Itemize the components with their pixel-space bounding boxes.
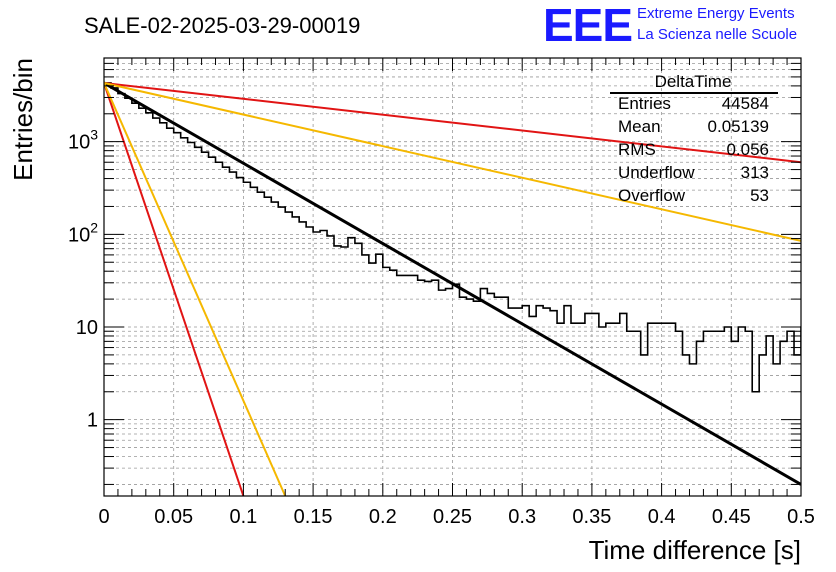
fit-line — [104, 81, 801, 486]
x-tick-label: 0.3 — [508, 506, 536, 528]
x-tick-label: 0.2 — [369, 506, 397, 528]
y-tick-exponent: 2 — [90, 219, 98, 235]
eee-logo-line2: La Scienza nelle Scuole — [637, 26, 797, 43]
x-tick-label: 0.45 — [712, 506, 751, 528]
histogram-line — [104, 82, 801, 393]
series-layer — [104, 81, 801, 496]
fit-line — [104, 81, 801, 164]
x-axis-label: Time difference [s] — [589, 535, 801, 565]
x-tick-label: 0.5 — [787, 506, 815, 528]
stats-value-overflow: 53 — [750, 186, 769, 205]
fit-line — [104, 82, 801, 242]
y-axis-label: Entries/bin — [8, 58, 38, 181]
stats-label-rms: RMS — [618, 140, 656, 159]
stats-name: DeltaTime — [655, 72, 732, 91]
tick-labels: 0 0.05 0.1 0.15 0.2 0.25 0.3 0.35 0.4 0.45 0.5 1 10 1… — [68, 127, 815, 528]
stats-box: DeltaTime Entries 44584 Mean 0.05139 RMS… — [610, 72, 778, 205]
grid — [104, 57, 801, 496]
fit-line — [104, 82, 287, 496]
stats-value-rms: 0.056 — [726, 140, 769, 159]
stats-value-entries: 44584 — [722, 94, 769, 113]
x-tick-label: 0.4 — [648, 506, 676, 528]
x-tick-label: 0.05 — [154, 506, 193, 528]
stats-label-entries: Entries — [618, 94, 671, 113]
stats-label-mean: Mean — [618, 117, 661, 136]
stats-value-mean: 0.05139 — [708, 117, 769, 136]
stats-label-underflow: Underflow — [618, 163, 695, 182]
y-tick-label: 1 — [87, 410, 98, 432]
chart-title: SALE-02-2025-03-29-00019 — [84, 13, 360, 38]
x-tick-label: 0 — [98, 506, 109, 528]
x-tick-label: 0.35 — [572, 506, 611, 528]
fit-line — [104, 82, 245, 496]
y-tick-label: 103 — [68, 127, 98, 154]
ticks — [103, 57, 802, 496]
stats-value-underflow: 313 — [741, 163, 769, 182]
eee-logo: EEE — [543, 0, 632, 51]
y-tick-exponent: 3 — [90, 127, 98, 143]
x-tick-label: 0.1 — [229, 506, 257, 528]
x-tick-label: 0.25 — [433, 506, 472, 528]
eee-logo-line1: Extreme Energy Events — [637, 5, 795, 22]
x-tick-label: 0.15 — [294, 506, 333, 528]
y-tick-label: 10 — [76, 317, 98, 339]
y-tick-label: 102 — [68, 219, 98, 246]
stats-label-overflow: Overflow — [618, 186, 686, 205]
